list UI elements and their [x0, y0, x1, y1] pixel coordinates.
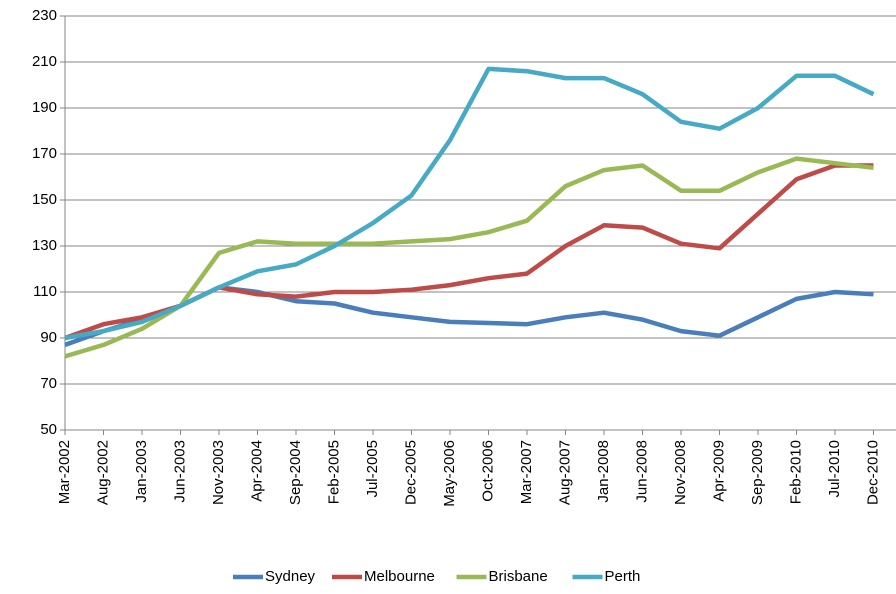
- x-tick-label: Jan-2008: [595, 440, 612, 503]
- x-tick-label: Jul-2010: [826, 440, 843, 498]
- y-tick-label: 150: [32, 191, 57, 208]
- x-tick-label: Jul-2005: [364, 440, 381, 498]
- y-tick-label: 90: [40, 329, 57, 346]
- y-tick-label: 210: [32, 53, 57, 70]
- series-line: [64, 163, 874, 341]
- x-tick-label: Jun-2003: [171, 440, 188, 503]
- x-tick-label: Nov-2003: [210, 440, 227, 505]
- x-tick-label: Aug-2002: [94, 440, 111, 505]
- legend-label: Perth: [605, 568, 641, 585]
- series-line: [64, 156, 874, 359]
- series-line: [64, 66, 875, 341]
- x-tick-label: Apr-2004: [248, 440, 265, 502]
- y-tick-label: 170: [32, 145, 57, 162]
- y-tick-label: 50: [40, 421, 57, 438]
- y-tick-label: 230: [32, 7, 57, 24]
- y-tick-label: 110: [33, 283, 57, 300]
- x-tick-label: Mar-2002: [56, 440, 73, 504]
- legend-label: Melbourne: [364, 568, 435, 585]
- x-tick-label: Aug-2007: [556, 440, 573, 505]
- x-tick-label: Sep-2009: [749, 440, 766, 505]
- x-tick-label: Mar-2007: [518, 440, 535, 504]
- x-tick-label: May-2006: [441, 440, 458, 507]
- x-tick-label: Nov-2008: [672, 440, 689, 505]
- y-tick-label: 70: [40, 375, 57, 392]
- x-tick-label: Jun-2008: [633, 440, 650, 503]
- x-tick-label: Apr-2009: [710, 440, 727, 502]
- x-tick-label: Sep-2004: [287, 440, 304, 505]
- x-tick-label: Dec-2005: [402, 440, 419, 505]
- x-tick-label: Oct-2006: [479, 440, 496, 502]
- x-tick-label: Jan-2003: [133, 440, 150, 503]
- legend-label: Sydney: [265, 568, 316, 585]
- y-tick-label: 190: [32, 99, 57, 116]
- y-tick-label: 130: [32, 237, 57, 254]
- x-tick-label: Dec-2010: [864, 440, 881, 505]
- x-tick-label: Feb-2005: [325, 440, 342, 504]
- legend-label: Brisbane: [489, 568, 548, 585]
- x-tick-label: Feb-2010: [787, 440, 804, 504]
